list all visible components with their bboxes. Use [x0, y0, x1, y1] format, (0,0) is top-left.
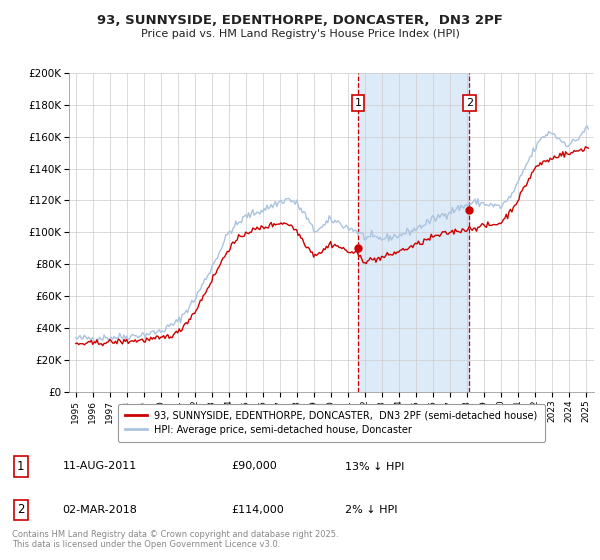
Text: 93, SUNNYSIDE, EDENTHORPE, DONCASTER,  DN3 2PF: 93, SUNNYSIDE, EDENTHORPE, DONCASTER, DN…	[97, 14, 503, 27]
Text: Price paid vs. HM Land Registry's House Price Index (HPI): Price paid vs. HM Land Registry's House …	[140, 29, 460, 39]
Text: 02-MAR-2018: 02-MAR-2018	[62, 505, 137, 515]
Text: Contains HM Land Registry data © Crown copyright and database right 2025.
This d: Contains HM Land Registry data © Crown c…	[12, 530, 338, 549]
Bar	[358, 73, 469, 392]
Text: £90,000: £90,000	[232, 461, 277, 472]
Text: 11-AUG-2011: 11-AUG-2011	[62, 461, 137, 472]
Text: 1: 1	[355, 98, 361, 108]
Text: 2: 2	[466, 98, 473, 108]
Text: 1: 1	[17, 460, 25, 473]
Text: 2% ↓ HPI: 2% ↓ HPI	[344, 505, 397, 515]
Text: £114,000: £114,000	[232, 505, 284, 515]
Text: 2: 2	[17, 503, 25, 516]
Text: 13% ↓ HPI: 13% ↓ HPI	[344, 461, 404, 472]
Legend: 93, SUNNYSIDE, EDENTHORPE, DONCASTER,  DN3 2PF (semi-detached house), HPI: Avera: 93, SUNNYSIDE, EDENTHORPE, DONCASTER, DN…	[118, 404, 545, 442]
